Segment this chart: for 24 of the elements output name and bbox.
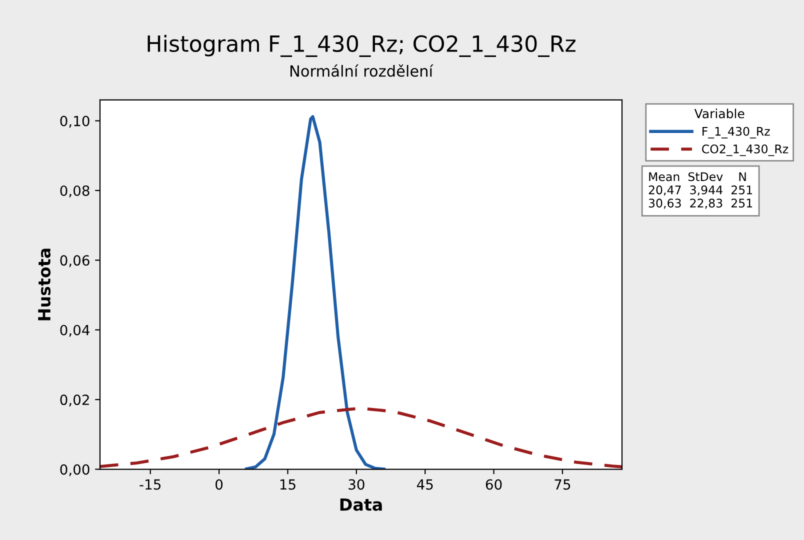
line-series [244, 115, 386, 470]
text: Mean StDev N [649, 172, 746, 182]
text: 20,47 3,944 251 [648, 185, 752, 196]
y-tick-label: 0,00 [60, 464, 90, 476]
y-tick-label: 0,06 [60, 255, 90, 268]
x-tick-label: 30 [348, 479, 364, 490]
text: 30,63 22,83 251 [648, 198, 752, 209]
legend-title: Variable [694, 108, 744, 118]
x-tick-label: 60 [486, 479, 502, 490]
y-tick-label: 0,04 [60, 324, 90, 337]
x-tick-label: 45 [416, 479, 433, 490]
x-tick-label: 0 [216, 479, 223, 490]
y-tick-label: 0,10 [60, 116, 90, 128]
chart-subtitle: Normální rozdělení [290, 64, 434, 77]
x-axis-title: Data [340, 498, 382, 511]
x-tick-label: 75 [554, 479, 570, 490]
chart-title: Histogram F_1_430_Rz; CO2_1_430_Rz [148, 34, 576, 57]
x-tick-label: 15 [280, 479, 296, 490]
y-tick-label: 0,08 [60, 185, 90, 198]
x-tick-label: -15 [140, 479, 160, 490]
legend-label: F_1_430_Rz [702, 126, 770, 138]
legend-label: CO2_1_430_Rz [702, 144, 788, 156]
y-tick-label: 0,02 [60, 394, 89, 406]
y-axis-title: Hustota [38, 248, 51, 320]
